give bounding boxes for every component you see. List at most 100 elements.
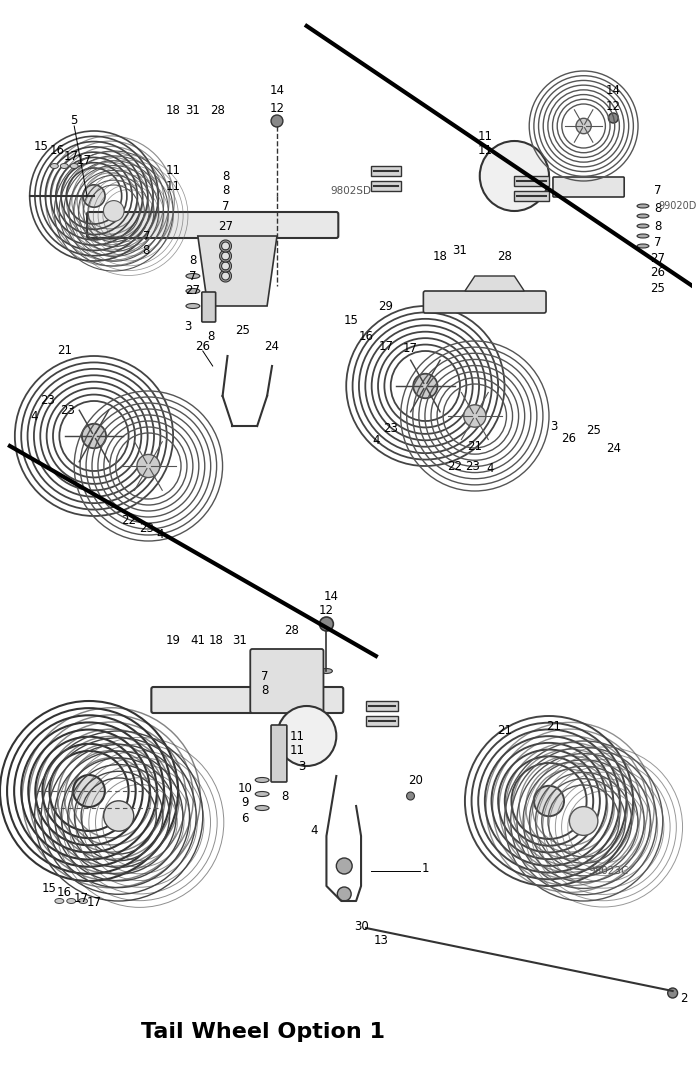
- Text: 7: 7: [222, 199, 230, 212]
- Text: 99020D: 99020D: [659, 201, 696, 211]
- Ellipse shape: [70, 163, 78, 168]
- Ellipse shape: [637, 214, 649, 219]
- Text: 4: 4: [157, 528, 164, 540]
- Text: 21: 21: [547, 720, 561, 732]
- Text: 9802SD: 9802SD: [330, 185, 372, 196]
- Text: 17: 17: [403, 341, 418, 355]
- Text: 22: 22: [447, 459, 463, 472]
- Text: 23: 23: [466, 459, 480, 472]
- Circle shape: [407, 792, 414, 800]
- Circle shape: [319, 617, 333, 631]
- Text: 12: 12: [606, 99, 621, 113]
- FancyBboxPatch shape: [202, 292, 216, 322]
- Ellipse shape: [50, 163, 58, 168]
- Text: 9: 9: [241, 796, 249, 809]
- FancyBboxPatch shape: [271, 725, 287, 782]
- Text: 21: 21: [57, 344, 72, 357]
- Text: 25: 25: [235, 324, 250, 338]
- Text: Tail Wheel Option 1: Tail Wheel Option 1: [141, 1022, 385, 1041]
- FancyBboxPatch shape: [366, 701, 398, 711]
- Text: 30: 30: [354, 920, 368, 933]
- Text: 14: 14: [324, 589, 339, 602]
- Text: 31: 31: [186, 104, 200, 117]
- Circle shape: [277, 706, 336, 766]
- Circle shape: [480, 141, 549, 211]
- Text: 8: 8: [281, 790, 288, 803]
- Text: 24: 24: [606, 441, 621, 454]
- Text: 4: 4: [486, 463, 493, 475]
- Circle shape: [413, 374, 438, 399]
- Text: 31: 31: [232, 634, 247, 647]
- Wedge shape: [220, 251, 232, 262]
- FancyBboxPatch shape: [87, 212, 338, 238]
- Ellipse shape: [186, 289, 200, 293]
- Text: 5: 5: [71, 114, 78, 128]
- Ellipse shape: [186, 274, 200, 278]
- Ellipse shape: [256, 791, 269, 796]
- Text: 26: 26: [561, 432, 576, 445]
- Text: 12: 12: [270, 101, 284, 114]
- FancyBboxPatch shape: [371, 166, 400, 176]
- Text: 14: 14: [606, 84, 621, 97]
- Circle shape: [74, 775, 105, 807]
- Text: 28: 28: [284, 625, 300, 637]
- Text: 7: 7: [189, 270, 197, 282]
- FancyBboxPatch shape: [251, 649, 323, 713]
- Text: 15: 15: [42, 882, 57, 894]
- Text: 11: 11: [289, 729, 304, 743]
- Ellipse shape: [637, 204, 649, 208]
- Text: 7: 7: [654, 237, 662, 249]
- Circle shape: [569, 807, 598, 836]
- Ellipse shape: [637, 235, 649, 238]
- Circle shape: [337, 887, 351, 901]
- Text: 21: 21: [468, 439, 482, 452]
- FancyBboxPatch shape: [151, 687, 343, 713]
- Text: 7: 7: [261, 669, 269, 682]
- Text: 8: 8: [222, 169, 229, 182]
- Circle shape: [463, 405, 486, 427]
- Text: 4: 4: [372, 435, 379, 448]
- Text: 16: 16: [50, 145, 65, 158]
- Text: 19: 19: [166, 634, 181, 647]
- FancyBboxPatch shape: [514, 191, 549, 201]
- Text: 20: 20: [408, 775, 423, 788]
- Text: 23: 23: [384, 421, 398, 435]
- Circle shape: [82, 424, 106, 448]
- Text: 26: 26: [650, 266, 665, 279]
- Text: 27: 27: [650, 252, 665, 264]
- Ellipse shape: [321, 668, 332, 674]
- Text: 18: 18: [433, 249, 447, 262]
- Circle shape: [336, 858, 352, 874]
- Text: 11: 11: [289, 744, 304, 758]
- Text: 8: 8: [261, 684, 269, 697]
- Text: 11: 11: [477, 129, 492, 143]
- Text: 3: 3: [184, 320, 192, 333]
- Circle shape: [137, 454, 160, 478]
- Text: 18: 18: [166, 104, 181, 117]
- Circle shape: [271, 115, 283, 127]
- Text: 8: 8: [654, 220, 662, 232]
- Text: 22: 22: [121, 515, 136, 528]
- Text: 14: 14: [270, 84, 284, 97]
- Text: 15: 15: [344, 314, 358, 327]
- Text: 8: 8: [207, 329, 214, 342]
- Text: 27: 27: [218, 220, 233, 232]
- Circle shape: [83, 184, 105, 207]
- Circle shape: [668, 988, 678, 998]
- Text: 8: 8: [654, 203, 662, 215]
- Ellipse shape: [66, 899, 76, 904]
- Ellipse shape: [186, 304, 200, 308]
- Wedge shape: [220, 240, 232, 252]
- FancyBboxPatch shape: [514, 176, 549, 185]
- Text: 17: 17: [76, 155, 92, 167]
- Ellipse shape: [55, 899, 64, 904]
- Text: 25: 25: [586, 424, 601, 437]
- FancyBboxPatch shape: [371, 181, 400, 191]
- Text: 17: 17: [74, 891, 89, 904]
- Text: 16: 16: [358, 329, 374, 342]
- Circle shape: [576, 118, 592, 133]
- Text: 23: 23: [40, 394, 55, 407]
- Circle shape: [104, 200, 124, 222]
- Text: 11: 11: [477, 145, 492, 158]
- Text: 3: 3: [298, 759, 305, 773]
